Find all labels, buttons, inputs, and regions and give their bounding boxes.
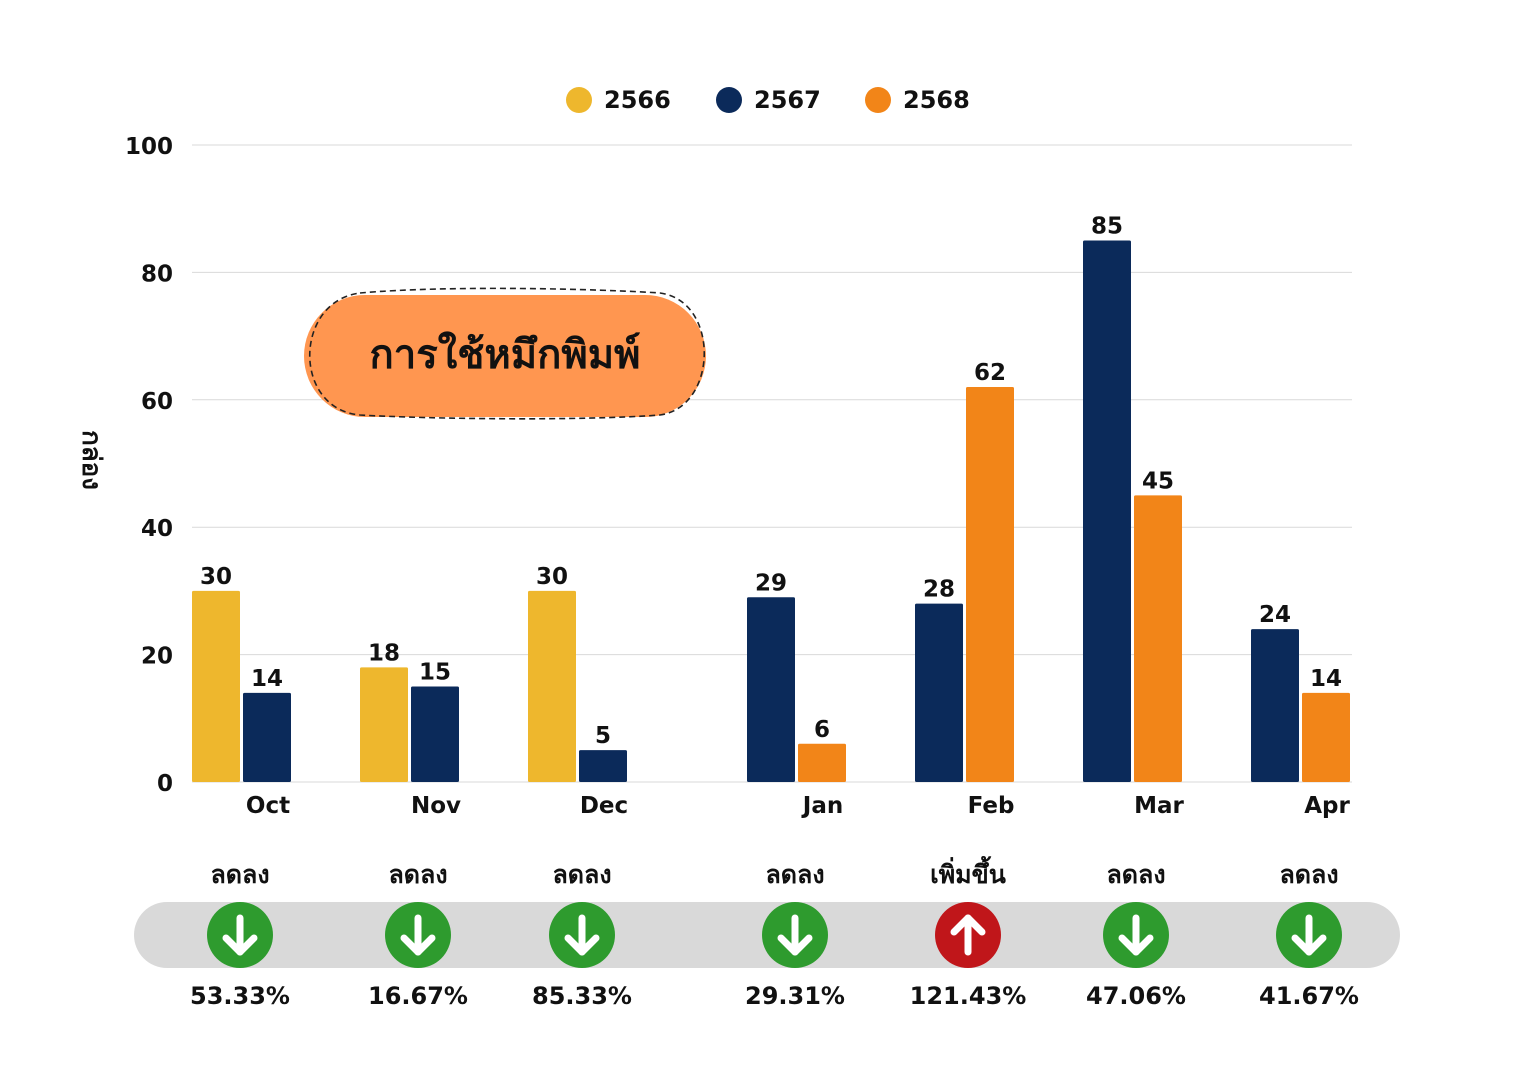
data-label-2566-Nov: 18 xyxy=(368,640,400,666)
arrow-up-icon xyxy=(935,902,1001,968)
bar-2568-Mar xyxy=(1134,495,1182,782)
trend-percent: 121.43% xyxy=(909,982,1027,1010)
bar-chart: 0 20 40 60 80 100 30 14 Oct 18 15 Nov 30 5 Dec 29 6 Jan 28… xyxy=(125,134,1352,819)
bar-2567-Apr xyxy=(1251,629,1299,782)
trend-label: ลดลง xyxy=(210,860,270,889)
x-tick-label-Jan: Jan xyxy=(801,793,843,819)
data-label-2567-Apr: 24 xyxy=(1259,602,1291,628)
data-label-2567-Feb: 28 xyxy=(923,577,955,603)
x-tick-label-Oct: Oct xyxy=(246,793,290,819)
trend-percent: 41.67% xyxy=(1259,982,1359,1010)
legend-label-2566: 2566 xyxy=(604,86,671,114)
data-label-2568-Feb: 62 xyxy=(974,360,1006,386)
trend-percent: 53.33% xyxy=(190,982,290,1010)
trend-item-Oct: ลดลง 53.33% xyxy=(160,858,320,1012)
trend-item-Nov: ลดลง 16.67% xyxy=(338,858,498,1012)
x-tick-label-Dec: Dec xyxy=(580,793,628,819)
legend-swatch-2567 xyxy=(716,87,742,113)
y-tick-label: 100 xyxy=(125,134,173,160)
trend-label: ลดลง xyxy=(552,860,612,889)
bar-2568-Jan xyxy=(798,743,846,782)
legend-item-2568: 2568 xyxy=(865,84,970,116)
y-tick-label: 80 xyxy=(141,261,173,287)
bar-2567-Feb xyxy=(915,603,963,782)
trend-label: ลดลง xyxy=(1106,860,1166,889)
trend-item-Feb: เพิ่มขึ้น 121.43% xyxy=(888,858,1048,1012)
arrow-down-icon xyxy=(549,902,615,968)
bar-2566-Nov xyxy=(360,667,408,782)
chart-legend: 2566 2567 2568 xyxy=(0,84,1521,116)
x-tick-label-Nov: Nov xyxy=(411,793,461,819)
arrow-down-icon xyxy=(762,902,828,968)
bar-2567-Nov xyxy=(411,686,459,782)
legend-swatch-2566 xyxy=(566,87,592,113)
trend-percent: 47.06% xyxy=(1086,982,1186,1010)
x-tick-label-Mar: Mar xyxy=(1134,793,1184,819)
chart-title: การใช้หมึกพิมพ์ xyxy=(369,332,641,378)
legend-label-2568: 2568 xyxy=(903,86,970,114)
arrow-down-icon xyxy=(1276,902,1342,968)
trend-label: ลดลง xyxy=(1279,860,1339,889)
bar-2566-Oct xyxy=(192,590,240,782)
data-label-2568-Apr: 14 xyxy=(1310,666,1342,692)
trend-percent: 29.31% xyxy=(745,982,845,1010)
data-label-2568-Jan: 6 xyxy=(814,717,830,743)
bar-2567-Jan xyxy=(747,597,795,782)
legend-item-2567: 2567 xyxy=(716,84,821,116)
data-label-2566-Oct: 30 xyxy=(200,564,232,590)
trend-label: ลดลง xyxy=(765,860,825,889)
data-label-2567-Mar: 85 xyxy=(1091,214,1123,240)
arrow-down-icon xyxy=(1103,902,1169,968)
y-tick-label: 0 xyxy=(157,771,173,797)
bar-2568-Apr xyxy=(1302,692,1350,782)
bar-2567-Mar xyxy=(1083,240,1131,783)
data-label-2567-Dec: 5 xyxy=(595,723,611,749)
data-label-2567-Jan: 29 xyxy=(755,570,787,596)
y-tick-label: 40 xyxy=(141,516,173,542)
y-axis-title: กล่อง xyxy=(76,430,106,490)
bar-2567-Oct xyxy=(243,692,291,782)
y-tick-label: 20 xyxy=(141,644,173,670)
arrow-down-icon xyxy=(207,902,273,968)
trend-item-Jan: ลดลง 29.31% xyxy=(715,858,875,1012)
data-label-2567-Nov: 15 xyxy=(419,659,451,685)
trend-label: เพิ่มขึ้น xyxy=(930,860,1006,889)
x-tick-label-Feb: Feb xyxy=(968,793,1015,819)
x-tick-label-Apr: Apr xyxy=(1304,793,1350,819)
bar-2568-Feb xyxy=(966,387,1014,782)
trend-item-Mar: ลดลง 47.06% xyxy=(1056,858,1216,1012)
bar-2567-Dec xyxy=(579,750,627,782)
trend-percent: 85.33% xyxy=(532,982,632,1010)
data-label-2566-Dec: 30 xyxy=(536,564,568,590)
arrow-down-icon xyxy=(385,902,451,968)
bar-2566-Dec xyxy=(528,590,576,782)
legend-label-2567: 2567 xyxy=(754,86,821,114)
data-label-2567-Oct: 14 xyxy=(251,666,283,692)
legend-item-2566: 2566 xyxy=(566,84,671,116)
trend-item-Dec: ลดลง 85.33% xyxy=(502,858,662,1012)
y-tick-label: 60 xyxy=(141,389,173,415)
trend-item-Apr: ลดลง 41.67% xyxy=(1229,858,1389,1012)
data-label-2568-Mar: 45 xyxy=(1142,468,1174,494)
title-bubble-shape xyxy=(304,287,706,420)
trend-percent: 16.67% xyxy=(368,982,468,1010)
chart-title-bubble: การใช้หมึกพิมพ์ xyxy=(300,287,710,421)
trend-label: ลดลง xyxy=(388,860,448,889)
legend-swatch-2568 xyxy=(865,87,891,113)
